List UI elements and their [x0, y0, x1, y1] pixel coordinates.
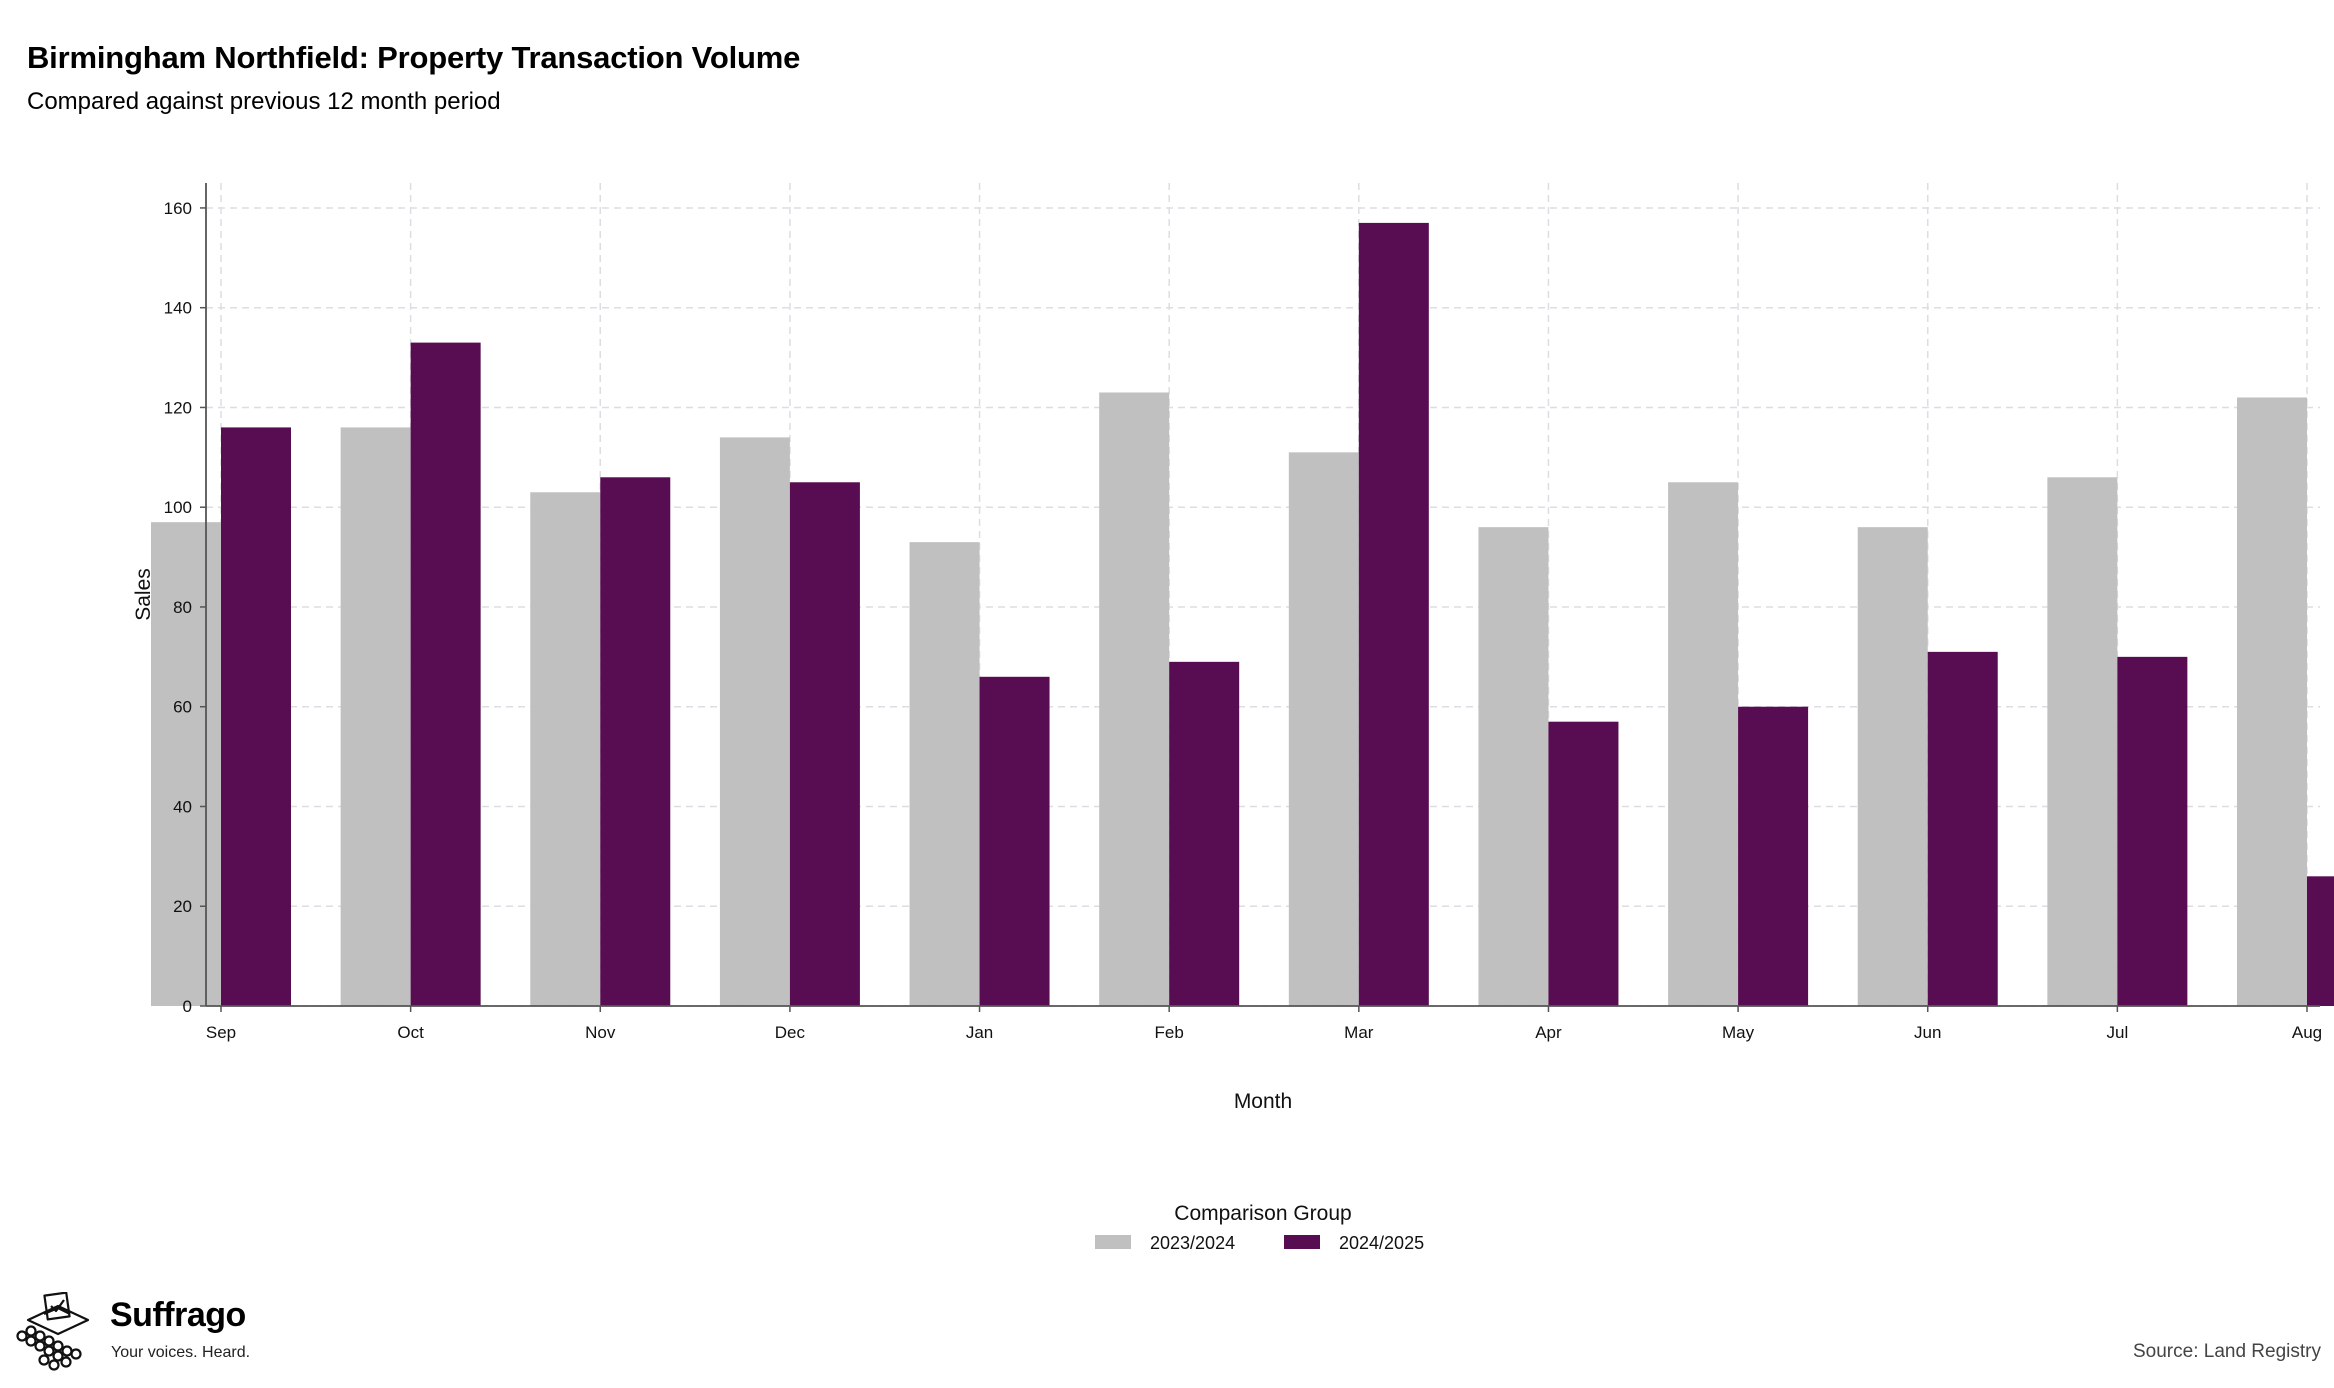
bar-2024-2025-aug	[2307, 876, 2334, 1006]
bar-2023-2024-feb	[1099, 392, 1170, 1006]
y-tick-label: 20	[173, 897, 192, 916]
brand-name: Suffrago	[110, 1296, 246, 1334]
legend-swatch	[1284, 1235, 1320, 1249]
x-tick-label: Nov	[585, 1023, 616, 1042]
x-tick-label: Jul	[2106, 1023, 2128, 1042]
y-tick-label: 160	[164, 199, 192, 218]
y-tick-label: 40	[173, 797, 192, 816]
legend-label: 2023/2024	[1150, 1233, 1235, 1253]
x-tick-label: Mar	[1344, 1023, 1374, 1042]
source-note: Source: Land Registry	[2133, 1341, 2321, 1362]
bar-2023-2024-dec	[719, 437, 790, 1006]
y-tick-label: 140	[164, 299, 192, 318]
bar-2024-2025-oct	[410, 342, 481, 1006]
bar-2023-2024-jul	[2047, 477, 2118, 1006]
bar-2024-2025-apr	[1548, 721, 1619, 1006]
axes	[200, 183, 2320, 1012]
y-tick-label: 120	[164, 398, 192, 417]
legend-label: 2024/2025	[1339, 1233, 1424, 1253]
bar-2024-2025-sep	[221, 427, 291, 1006]
bar-2023-2024-nov	[530, 492, 601, 1006]
chart-subtitle: Compared against previous 12 month perio…	[27, 88, 501, 115]
x-tick-label: Aug	[2292, 1023, 2322, 1042]
bar-2024-2025-jun	[1927, 651, 1998, 1006]
bar-2023-2024-apr	[1478, 527, 1549, 1006]
bar-2023-2024-sep	[151, 522, 221, 1006]
x-tick-label: Jan	[966, 1023, 993, 1042]
y-tick-label: 80	[173, 598, 192, 617]
bar-2023-2024-jan	[909, 542, 980, 1006]
bar-2023-2024-mar	[1288, 452, 1359, 1006]
bar-2023-2024-aug	[2237, 397, 2307, 1007]
bar-2023-2024-may	[1668, 482, 1739, 1007]
y-tick-label: 60	[173, 698, 192, 717]
x-tick-label: May	[1722, 1023, 1755, 1042]
x-tick-label: Apr	[1535, 1023, 1562, 1042]
x-tick-label: Jun	[1914, 1023, 1941, 1042]
bar-2023-2024-jun	[1857, 527, 1928, 1006]
bar-2024-2025-dec	[789, 482, 860, 1007]
chart-title: Birmingham Northfield: Property Transact…	[27, 40, 801, 75]
x-tick-label: Dec	[775, 1023, 806, 1042]
bar-2024-2025-jan	[979, 676, 1050, 1006]
brand-tagline: Your voices. Heard.	[111, 1344, 251, 1361]
x-tick-label: Feb	[1155, 1023, 1184, 1042]
bar-2023-2024-oct	[340, 427, 411, 1006]
bar-2024-2025-mar	[1358, 222, 1429, 1007]
legend-title: Comparison Group	[1174, 1202, 1351, 1225]
grid-lines	[206, 183, 2320, 1007]
bars	[151, 222, 2334, 1007]
axis-labels: 0 20 40 60 80 100 120 140 160 Sep Oct Nov Dec Jan Feb M…	[132, 199, 2322, 1113]
y-tick-label: 0	[183, 997, 192, 1016]
x-tick-label: Oct	[397, 1023, 424, 1042]
bar-2024-2025-jul	[2117, 656, 2188, 1006]
legend: Comparison Group 2023/2024 2024/2025	[1095, 1202, 1424, 1253]
ballot-box-icon	[16, 1292, 90, 1371]
bar-2024-2025-nov	[600, 477, 671, 1006]
legend-swatch	[1095, 1235, 1131, 1249]
y-tick-label: 100	[164, 498, 192, 517]
suffrago-logo: Suffrago Your voices. Heard.	[14, 1292, 314, 1372]
x-axis-title: Month	[1234, 1090, 1292, 1113]
x-tick-label: Sep	[206, 1023, 236, 1042]
y-axis-title: Sales	[132, 568, 155, 621]
bar-2024-2025-may	[1738, 706, 1809, 1006]
bar-2024-2025-feb	[1169, 661, 1240, 1006]
